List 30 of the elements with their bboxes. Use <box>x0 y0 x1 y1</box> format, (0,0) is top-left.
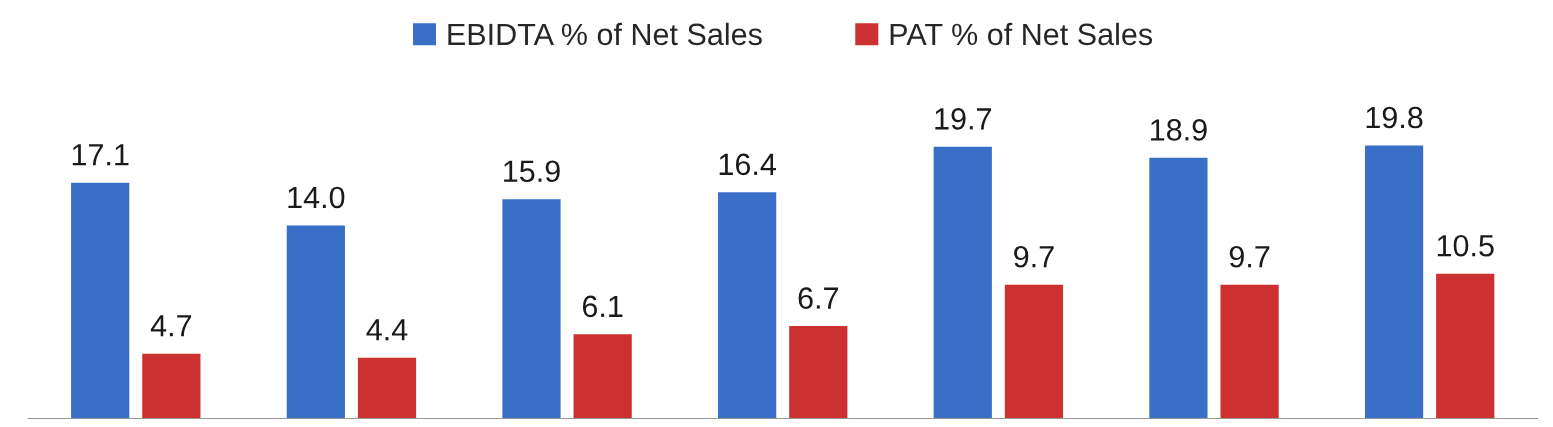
bar <box>933 146 992 419</box>
data-label: 4.4 <box>366 319 408 341</box>
bar <box>1149 157 1208 419</box>
bar <box>142 353 201 419</box>
data-label: 6.7 <box>798 287 838 309</box>
bar <box>71 182 130 419</box>
legend-label: EBIDTA % of Net Sales <box>448 22 762 46</box>
bar <box>573 334 632 419</box>
data-label: 10.5 <box>1437 234 1494 257</box>
data-label: 4.7 <box>150 315 192 337</box>
bar <box>1436 273 1495 419</box>
data-label: 9.7 <box>1014 245 1054 268</box>
bar <box>357 357 417 419</box>
bar <box>1220 284 1279 419</box>
data-label: 14.0 <box>288 186 345 209</box>
data-label: 19.7 <box>935 108 991 130</box>
bar <box>502 199 561 419</box>
bar <box>1364 145 1424 419</box>
bar <box>718 192 777 419</box>
bar <box>789 326 848 419</box>
data-label: 9.7 <box>1229 245 1270 268</box>
data-label: 6.1 <box>582 295 623 318</box>
data-label: 15.9 <box>504 160 560 183</box>
bar <box>286 225 345 419</box>
data-label: 19.8 <box>1366 106 1423 129</box>
data-label: 18.9 <box>1151 119 1207 141</box>
bar <box>1004 284 1064 419</box>
legend-label: PAT % of Net Sales <box>890 22 1153 46</box>
data-label: 16.4 <box>719 153 776 176</box>
data-label: 17.1 <box>72 144 129 166</box>
